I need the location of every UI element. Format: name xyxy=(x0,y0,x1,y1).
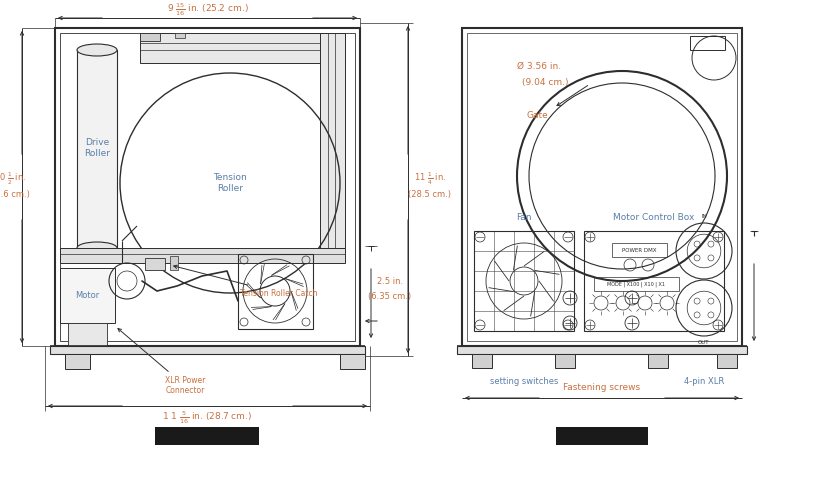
Bar xyxy=(60,268,115,323)
Bar xyxy=(60,33,354,341)
Bar xyxy=(320,33,344,248)
Bar xyxy=(170,256,178,270)
Text: XLR Power
Connector: XLR Power Connector xyxy=(118,329,205,396)
Text: 4-pin XLR: 4-pin XLR xyxy=(683,377,723,386)
Text: Ø 3.56 in.: Ø 3.56 in. xyxy=(517,61,561,70)
Bar xyxy=(471,354,491,368)
Text: 2.5 in.: 2.5 in. xyxy=(377,277,402,286)
Bar xyxy=(68,323,107,353)
Text: 11 $\mathregular{\frac{1}{4}}$ in.: 11 $\mathregular{\frac{1}{4}}$ in. xyxy=(413,171,445,187)
Bar xyxy=(554,354,575,368)
Text: OUT: OUT xyxy=(697,340,709,345)
Bar xyxy=(145,258,165,270)
Text: IN: IN xyxy=(700,214,706,219)
Bar xyxy=(474,231,573,331)
Bar xyxy=(50,346,364,354)
Bar xyxy=(611,243,667,257)
Bar xyxy=(65,354,90,369)
Text: (6.35 cm.): (6.35 cm.) xyxy=(368,292,411,300)
Text: BACK VIEW: BACK VIEW xyxy=(570,431,632,441)
Bar xyxy=(339,354,364,369)
Text: Fastening screws: Fastening screws xyxy=(563,384,640,393)
Bar xyxy=(175,33,185,38)
Ellipse shape xyxy=(77,242,117,254)
Bar xyxy=(647,354,667,368)
Text: Tension
Roller: Tension Roller xyxy=(213,173,247,193)
Bar xyxy=(583,231,723,331)
Text: MODE | X100 | X10 | X1: MODE | X100 | X10 | X1 xyxy=(606,281,664,287)
Text: 26.6 cm.): 26.6 cm.) xyxy=(0,191,30,199)
Bar xyxy=(556,427,647,445)
Bar xyxy=(155,427,258,445)
Text: FRONT VIEW: FRONT VIEW xyxy=(172,431,241,441)
Bar xyxy=(466,33,736,341)
Bar xyxy=(140,33,160,41)
Ellipse shape xyxy=(77,44,117,56)
Text: Gate: Gate xyxy=(526,111,547,120)
Text: Fan: Fan xyxy=(516,212,531,221)
Text: (9.04 cm.): (9.04 cm.) xyxy=(522,78,568,87)
Text: 1 1 $\mathregular{\frac{5}{16}}$ in. (28.7 cm.): 1 1 $\mathregular{\frac{5}{16}}$ in. (28… xyxy=(162,410,253,426)
Bar xyxy=(55,28,359,346)
Bar xyxy=(461,28,741,346)
Text: setting switches: setting switches xyxy=(489,377,557,386)
Text: Motor Control Box: Motor Control Box xyxy=(613,212,694,221)
Text: Drive
Roller: Drive Roller xyxy=(84,138,110,158)
Bar xyxy=(140,33,344,63)
Bar xyxy=(716,354,736,368)
Text: Tension Roller Catch: Tension Roller Catch xyxy=(174,265,317,297)
Bar xyxy=(594,277,678,291)
Bar xyxy=(238,254,313,329)
Text: 10 $\mathregular{\frac{1}{2}}$ in.: 10 $\mathregular{\frac{1}{2}}$ in. xyxy=(0,171,26,187)
Text: (28.5 cm.): (28.5 cm.) xyxy=(408,191,451,199)
Bar xyxy=(77,50,117,248)
Text: Motor: Motor xyxy=(75,291,99,299)
Bar xyxy=(60,248,344,263)
Bar xyxy=(689,36,724,50)
Bar xyxy=(456,346,746,354)
Text: POWER DMX: POWER DMX xyxy=(621,248,656,252)
Text: 9 $\mathregular{\frac{15}{16}}$ in. (25.2 cm.): 9 $\mathregular{\frac{15}{16}}$ in. (25.… xyxy=(166,1,248,18)
